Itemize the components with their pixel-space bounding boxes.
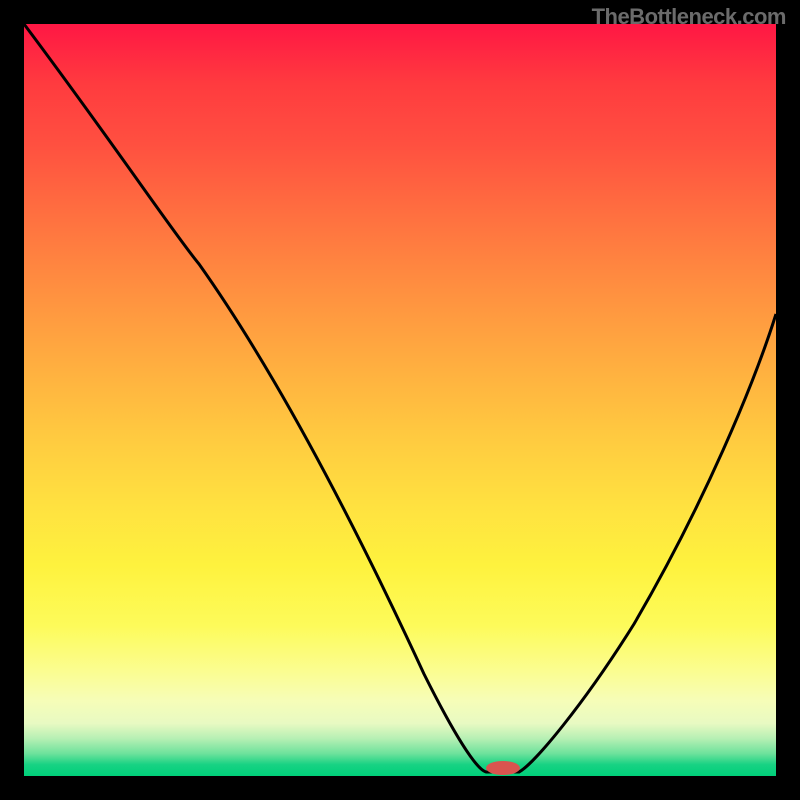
chart-frame: TheBottleneck.com <box>0 0 800 800</box>
bottleneck-curve <box>24 24 776 776</box>
plot-area <box>24 24 776 776</box>
curve-path <box>24 24 776 772</box>
optimal-marker <box>486 761 520 775</box>
